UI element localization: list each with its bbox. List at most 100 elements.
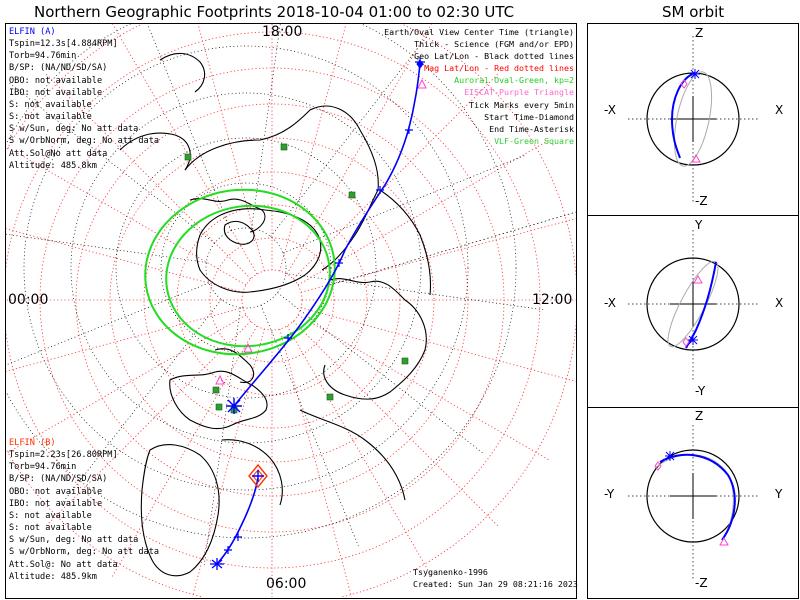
coastline-north-america: [184, 105, 379, 271]
orbit-ellipse-back: [673, 71, 713, 167]
orbit-3-right: Y: [775, 487, 783, 501]
elfin-b-end-asterisk: [210, 558, 224, 570]
elfin-a-line: IBO: not available: [9, 87, 103, 98]
orbit-track: [670, 72, 696, 159]
elfin-b-track: [210, 463, 268, 570]
mag-lon-line: [6, 314, 247, 455]
geo-lat-circle: [115, 137, 377, 399]
sm-orbit-panels: [628, 36, 758, 580]
elfin-a-line: Torb=94.76min: [9, 51, 77, 62]
orbit-1-right: X: [775, 103, 784, 117]
coastline-mideast: [221, 439, 283, 506]
eiscat-triangle: [243, 342, 253, 353]
orbit-3-bottom: -Z: [695, 576, 708, 590]
elfin-a-info: ELFIN (A) Tspin=12.3s[4.884RPM] Torb=94.7…: [9, 26, 159, 172]
orbit-2-right: X: [775, 296, 784, 310]
vlf-square: [280, 143, 288, 151]
elfin-a-line: Tspin=12.3s[4.884RPM]: [9, 39, 118, 50]
geo-lon-line: [277, 292, 483, 453]
elfin-a-name: ELFIN (A): [9, 27, 56, 37]
geo-lon-line: [251, 24, 281, 229]
elfin-b-line: S w/OrbNorm, deg: No att data: [9, 547, 160, 558]
orbit-panel-xy: [628, 230, 758, 380]
elfin-b-cross: [252, 470, 264, 482]
auroral-oval: [144, 188, 336, 356]
mag-lon-line: [286, 325, 433, 578]
mag-lat-circle: [241, 269, 303, 331]
legend-entry: Auroral Oval-Green, kp=2: [454, 75, 574, 86]
elfin-a-line: Att.Sol@No att data: [9, 148, 108, 159]
mag-lon-line: [279, 328, 352, 597]
time-label-left: 00:00: [8, 292, 49, 308]
orbit-diamond: [654, 461, 662, 471]
elfin-a-line: OBO: not available: [9, 75, 103, 86]
mag-lon-line: [112, 24, 258, 275]
elfin-b-line: Tspin=2.23s[26.80RPM]: [9, 450, 118, 461]
elfin-a-line: S w/Sun, deg: No att data: [9, 124, 139, 135]
coastlines: [119, 52, 432, 577]
mag-lon-line: [6, 145, 247, 286]
mag-lon-line: [292, 320, 499, 527]
coastline-south-america: [159, 52, 206, 93]
geo-lat-circle: [70, 92, 422, 444]
polar-map: [6, 24, 576, 597]
elfin-a-ticks: [284, 126, 413, 342]
legend-entry: End Time-Asterisk: [489, 123, 574, 134]
elfin-b-line: IBO: not available: [9, 498, 103, 509]
time-label-top: 18:00: [262, 24, 303, 40]
mag-lon-line: [286, 24, 432, 275]
orbit-1-bottom: -Z: [695, 194, 708, 208]
mag-lon-line: [292, 73, 499, 280]
legend-entry: Start Time-Diamond: [484, 111, 574, 122]
orbit-triangle: [693, 274, 703, 284]
geo-lon-line: [270, 31, 431, 237]
orbit-2-bottom: -Y: [695, 384, 706, 398]
orbit-frame: [587, 23, 799, 599]
map-frame: [5, 23, 577, 599]
created-label: Created: Sun Jan 29 08:21:16 2023: [413, 579, 578, 589]
elfin-b-line: Att.Sol@: No att data: [9, 559, 118, 570]
geo-lon-line: [147, 24, 232, 232]
auroral-oval-inner: [165, 204, 331, 348]
orbit-triangle: [719, 536, 729, 546]
eiscat-triangle: [215, 374, 225, 385]
orbit-2-top: Y: [695, 218, 703, 232]
legend-entry: Mag Lat/Lon - Red dotted lines: [424, 63, 574, 74]
elfin-b-ticks: [224, 533, 242, 554]
elfin-a-tick: [284, 334, 292, 342]
mag-lon-line: [300, 307, 576, 382]
elfin-a-line: S w/OrbNorm, deg: No att data: [9, 136, 160, 147]
elfin-b-name: ELFIN (B): [9, 438, 56, 448]
elfin-a-track: [226, 57, 425, 414]
vlf-square: [184, 153, 192, 161]
legend-entry: Thick - Science (FGM and/or EPD): [414, 39, 574, 50]
mag-lon-line: [6, 228, 244, 293]
vlf-square: [326, 393, 334, 401]
mag-lon-line: [297, 314, 550, 461]
legend-entry: Geo Lat/Lon - Black dotted lines: [414, 51, 574, 62]
mag-lon-line: [45, 320, 252, 527]
vlf-square: [348, 191, 356, 199]
model-label: Tsyganenko-1996: [413, 567, 488, 577]
coastline-europe: [169, 370, 268, 430]
elfin-a-tick: [335, 259, 343, 267]
geo-lon-line: [285, 273, 544, 311]
elfin-a-line: S: not available: [9, 112, 92, 123]
orbit-title: SM orbit: [662, 3, 725, 21]
eiscat-triangle: [417, 78, 427, 89]
elfin-b-line: Altitude: 485.9km: [9, 571, 97, 582]
mag-lon-line: [300, 218, 576, 293]
mag-lon-lines: [6, 24, 576, 597]
coastline-asia: [299, 409, 406, 501]
orbit-track: [659, 453, 736, 541]
geo-lon-line: [61, 299, 222, 505]
figure-title: Northern Geographic Footprints 2018-10-0…: [34, 3, 515, 21]
mag-lon-line: [45, 73, 252, 280]
elfin-a-lines: Tspin=12.3s[4.884RPM] Torb=94.76min B/SP: …: [9, 38, 159, 172]
elfin-b-line: OBO: not available: [9, 486, 103, 497]
geo-lat-circle: [23, 45, 469, 491]
elfin-b-line: S w/Sun, deg: No att data: [9, 535, 139, 546]
elfin-b-line: S: not available: [9, 523, 92, 534]
eiscat-markers: [215, 78, 427, 385]
coastline-eurasia: [323, 278, 427, 400]
